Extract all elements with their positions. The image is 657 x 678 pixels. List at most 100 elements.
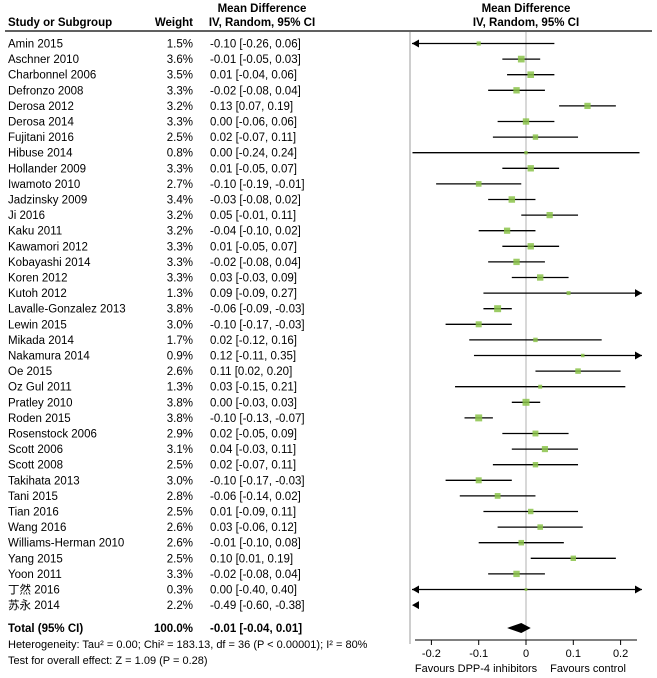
- point-estimate: [527, 165, 534, 172]
- point-estimate: [538, 384, 543, 389]
- study-weight: 3.5%: [167, 70, 193, 82]
- point-estimate: [508, 196, 516, 203]
- study-weight: 2.5%: [167, 507, 193, 519]
- point-estimate: [532, 430, 539, 437]
- point-estimate: [541, 446, 548, 453]
- header-weight: Weight: [155, 17, 193, 29]
- study-weight: 3.3%: [167, 241, 193, 253]
- total-weight: 100.0%: [154, 623, 193, 635]
- study-weight: 2.2%: [167, 600, 193, 612]
- study-ci: 0.04 [-0.03, 0.11]: [210, 444, 296, 456]
- study-weight: 2.8%: [167, 491, 193, 503]
- study-weight: 3.0%: [167, 319, 193, 331]
- point-estimate: [533, 337, 538, 343]
- study-ci: -0.06 [-0.09, -0.03]: [210, 304, 305, 316]
- point-estimate: [513, 258, 520, 266]
- study-weight: 0.8%: [167, 148, 193, 160]
- study-name: Kobayashi 2014: [8, 257, 91, 269]
- study-ci: -0.10 [-0.17, -0.03]: [210, 475, 305, 487]
- study-weight: 3.8%: [167, 397, 193, 409]
- header-study: Study or Subgroup: [8, 17, 112, 29]
- favours-left-label: Favours DPP-4 inhibitors: [415, 663, 538, 675]
- study-name: 丁然 2016: [8, 583, 60, 597]
- study-weight: 3.8%: [167, 413, 193, 425]
- study-ci: 0.12 [-0.11, 0.35]: [210, 351, 296, 363]
- study-name: Scott 2008: [8, 460, 63, 472]
- header-plot-line2: IV, Random, 95% CI: [473, 17, 579, 29]
- study-ci: -0.10 [-0.19, -0.01]: [210, 179, 305, 191]
- study-name: Jadzinsky 2009: [8, 195, 87, 207]
- point-estimate: [532, 462, 539, 468]
- study-ci: -0.10 [-0.17, -0.03]: [210, 319, 305, 331]
- point-estimate: [528, 508, 534, 515]
- point-estimate: [518, 539, 525, 546]
- study-weight: 3.3%: [167, 85, 193, 97]
- point-estimate: [527, 243, 534, 250]
- point-estimate: [581, 353, 585, 358]
- study-name: Iwamoto 2010: [8, 179, 80, 191]
- study-name: Tian 2016: [8, 507, 59, 519]
- study-weight: 3.3%: [167, 257, 193, 269]
- study-weight: 2.7%: [167, 179, 193, 191]
- point-estimate: [524, 588, 528, 591]
- study-name: Rosenstock 2006: [8, 429, 97, 441]
- total-diamond: [507, 623, 531, 633]
- study-name: Pratley 2010: [8, 397, 73, 409]
- point-estimate: [476, 41, 481, 46]
- study-name: Amin 2015: [8, 39, 63, 51]
- study-name: Kutoh 2012: [8, 288, 67, 300]
- point-estimate: [494, 305, 502, 313]
- point-estimate: [575, 368, 581, 374]
- study-ci: 0.13 [0.07, 0.19]: [210, 101, 293, 113]
- study-name: Kawamori 2012: [8, 241, 88, 253]
- study-name: Nakamura 2014: [8, 351, 90, 363]
- study-name: Oz Gul 2011: [8, 382, 72, 394]
- ci-arrow-right: [635, 289, 642, 298]
- study-ci: 0.00 [-0.03, 0.03]: [210, 397, 297, 409]
- study-weight: 2.5%: [167, 132, 193, 144]
- study-name: Wang 2016: [8, 522, 66, 534]
- study-name: Ji 2016: [8, 210, 45, 222]
- study-name: Hollander 2009: [8, 163, 86, 175]
- study-name: Hibuse 2014: [8, 148, 73, 160]
- ci-arrow-right: [635, 351, 642, 360]
- study-weight: 1.3%: [167, 382, 193, 394]
- study-name: Yang 2015: [8, 553, 63, 565]
- study-ci: 0.11 [0.02, 0.20]: [210, 366, 292, 378]
- x-tick-label: 0: [523, 648, 529, 660]
- study-weight: 1.3%: [167, 288, 193, 300]
- x-tick-label: 0.1: [566, 648, 581, 660]
- study-weight: 3.4%: [167, 195, 193, 207]
- study-weight: 0.3%: [167, 585, 193, 597]
- point-estimate: [522, 398, 530, 406]
- point-estimate: [475, 181, 482, 187]
- study-ci: 0.02 [-0.07, 0.11]: [210, 460, 296, 472]
- study-ci: 0.00 [-0.24, 0.24]: [210, 148, 297, 160]
- point-estimate: [527, 71, 535, 78]
- study-name: 苏永 2014: [8, 598, 60, 612]
- study-name: Yoon 2011: [8, 569, 62, 581]
- study-weight: 3.1%: [167, 444, 193, 456]
- study-ci: -0.02 [-0.08, 0.04]: [210, 569, 301, 581]
- study-ci: 0.10 [0.01, 0.19]: [210, 553, 293, 565]
- point-estimate: [566, 291, 571, 296]
- study-ci: 0.00 [-0.40, 0.40]: [210, 585, 297, 597]
- study-ci: 0.02 [-0.05, 0.09]: [210, 429, 297, 441]
- study-name: Aschner 2010: [8, 54, 79, 66]
- study-weight: 3.2%: [167, 210, 193, 222]
- study-weight: 2.5%: [167, 553, 193, 565]
- point-estimate: [524, 151, 528, 155]
- study-ci: 0.09 [-0.09, 0.27]: [210, 288, 297, 300]
- study-ci: 0.01 [-0.04, 0.06]: [210, 70, 297, 82]
- x-tick-label: 0.2: [613, 648, 628, 660]
- study-ci: -0.02 [-0.08, 0.04]: [210, 85, 301, 97]
- study-ci: -0.03 [-0.08, 0.02]: [210, 195, 301, 207]
- study-name: Takihata 2013: [8, 475, 80, 487]
- study-name: Kaku 2011: [8, 226, 62, 238]
- study-name: Lewin 2015: [8, 319, 67, 331]
- study-ci: 0.00 [-0.06, 0.06]: [210, 117, 297, 129]
- point-estimate: [494, 493, 501, 499]
- favours-right-label: Favours control: [550, 663, 626, 675]
- study-name: Roden 2015: [8, 413, 71, 425]
